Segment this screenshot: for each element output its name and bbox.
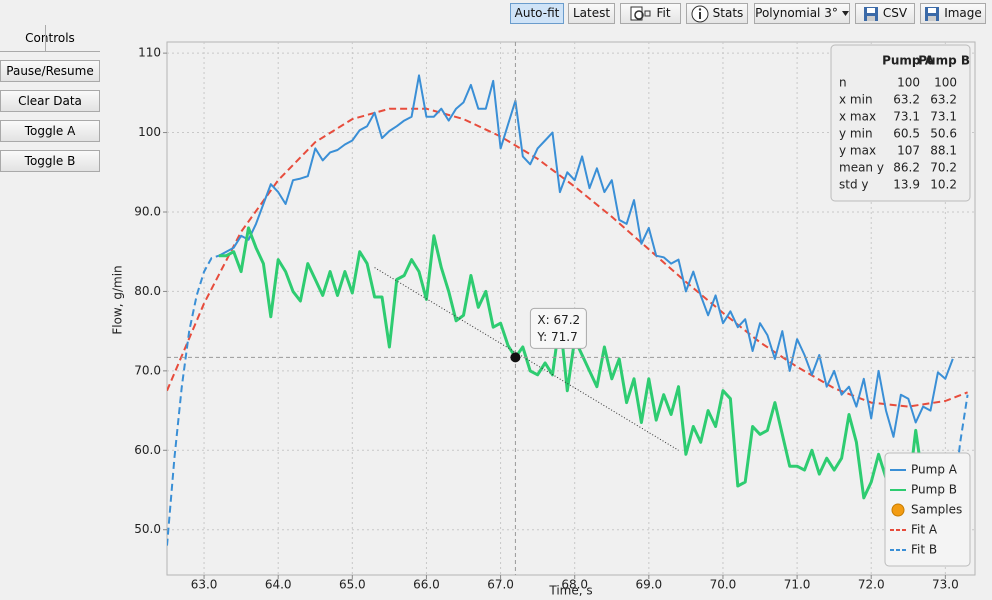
- fit-mode-dropdown[interactable]: Polynomial 3°: [754, 3, 850, 24]
- legend-label: Fit B: [911, 543, 937, 557]
- legend-label: Fit A: [911, 523, 938, 537]
- series-line: [218, 226, 955, 524]
- stats-value: 107: [897, 144, 920, 158]
- stats-value: 60.5: [893, 127, 920, 141]
- stats-button[interactable]: Stats: [686, 3, 748, 24]
- pause-resume-button[interactable]: Pause/Resume: [0, 60, 100, 82]
- toggle-b-button[interactable]: Toggle B: [0, 150, 100, 172]
- x-tick-label: 69.0: [635, 578, 662, 592]
- stats-value: 88.1: [930, 144, 957, 158]
- save-icon: [925, 6, 940, 21]
- x-tick-label: 71.0: [784, 578, 811, 592]
- stats-label: y max: [839, 144, 876, 158]
- legend-box: [884, 452, 971, 567]
- stats-label: mean y: [839, 161, 884, 175]
- button-label: Fit: [656, 6, 671, 20]
- stats-value: 63.2: [930, 93, 957, 107]
- stats-value: 63.2: [893, 93, 920, 107]
- clear-data-button[interactable]: Clear Data: [0, 90, 100, 112]
- stats-value: 13.9: [893, 178, 920, 192]
- dropdown-arrow: [841, 11, 849, 16]
- x-tick-label: 73.0: [932, 578, 959, 592]
- y-tick-label: 80.0: [134, 284, 161, 298]
- csv-button[interactable]: CSV: [855, 3, 915, 24]
- y-tick-label: 70.0: [134, 363, 161, 377]
- stats-label: x min: [839, 93, 873, 107]
- stats-label: x max: [839, 110, 876, 124]
- stats-header: Pump A: [882, 54, 935, 68]
- trend-line: [374, 267, 679, 451]
- series-line: [218, 74, 954, 438]
- y-tick-label: 110: [138, 46, 161, 60]
- y-tick-label: 100: [138, 125, 161, 139]
- button-label: Latest: [572, 6, 611, 20]
- auto-fit-button[interactable]: Auto-fit: [510, 3, 564, 24]
- stats-value: 70.2: [930, 161, 957, 175]
- stats-label: n: [839, 76, 847, 90]
- x-tick-label: 72.0: [858, 578, 885, 592]
- plot-area: [166, 41, 976, 576]
- stats-value: 73.1: [893, 110, 920, 124]
- y-tick-label: 90.0: [134, 204, 161, 218]
- stats-label: std y: [839, 178, 869, 192]
- x-tick-label: 64.0: [265, 578, 292, 592]
- button-label: CSV: [882, 6, 908, 20]
- info-icon: [691, 5, 709, 22]
- tooltip-x: X: 67.2: [537, 313, 580, 327]
- stats-value: 10.2: [930, 178, 957, 192]
- stats-value: 73.1: [930, 110, 957, 124]
- plot-lines: [167, 74, 969, 546]
- x-tick-label: 63.0: [191, 578, 218, 592]
- legend-swatch: [891, 503, 905, 517]
- fit-button[interactable]: Fit: [620, 3, 681, 24]
- series-line: [167, 107, 968, 408]
- save-icon: [863, 6, 878, 21]
- x-tick-label: 65.0: [339, 578, 366, 592]
- stats-value: 86.2: [893, 161, 920, 175]
- legend-label: Samples: [911, 503, 962, 517]
- series-line: [167, 254, 969, 546]
- separator: [0, 51, 100, 52]
- controls-title: Controls: [25, 31, 75, 45]
- image-button[interactable]: Image: [920, 3, 986, 24]
- toggle-a-button[interactable]: Toggle A: [0, 120, 100, 142]
- stats-value: 50.6: [930, 127, 957, 141]
- y-tick-label: 50.0: [134, 522, 161, 536]
- tooltip-box: [529, 307, 587, 349]
- fit-icon: [630, 6, 651, 20]
- x-tick-label: 68.0: [561, 578, 588, 592]
- legend-label: Pump B: [911, 483, 957, 497]
- selected-point: [510, 352, 521, 363]
- stats-box: [830, 44, 971, 202]
- y-axis-label: Flow, g/min: [111, 265, 125, 334]
- stats-header: Pump B: [918, 54, 970, 68]
- button-label: Auto-fit: [514, 6, 560, 20]
- tooltip-y: Y: 71.7: [536, 330, 577, 344]
- dropdown-label: Polynomial 3°: [755, 6, 838, 20]
- stats-label: y min: [839, 127, 873, 141]
- x-axis-label: Time, s: [548, 584, 592, 598]
- button-label: Image: [944, 6, 982, 20]
- x-tick-label: 66.0: [413, 578, 440, 592]
- button-label: Stats: [712, 6, 744, 20]
- x-tick-label: 70.0: [710, 578, 737, 592]
- y-tick-label: 60.0: [134, 443, 161, 457]
- legend-label: Pump A: [911, 463, 958, 477]
- separator: [45, 25, 46, 51]
- stats-value: 100: [897, 76, 920, 90]
- stats-value: 100: [934, 76, 957, 90]
- x-tick-label: 67.0: [487, 578, 514, 592]
- latest-button[interactable]: Latest: [568, 3, 615, 24]
